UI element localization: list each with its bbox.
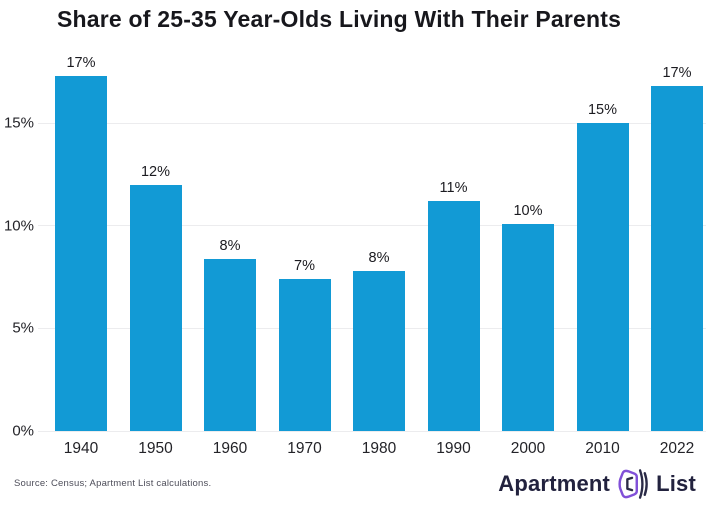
y-gridline <box>38 225 706 227</box>
y-tick-label: 10% <box>3 217 34 235</box>
x-tick-label: 1940 <box>63 440 99 457</box>
bar-2022 <box>651 86 703 431</box>
x-tick-label: 1980 <box>361 440 397 457</box>
logo-word-apartment: Apartment <box>498 471 611 496</box>
bar-1970 <box>278 279 331 431</box>
y-tick-label: 15% <box>3 114 34 132</box>
x-tick-label: 2000 <box>510 440 546 457</box>
bar-value-label: 12% <box>140 163 171 180</box>
bar-value-label: 10% <box>513 202 543 219</box>
chart-title: Share of 25-35 Year-Olds Living With The… <box>57 6 622 32</box>
bar-1950 <box>129 184 182 431</box>
apartmentlist-logo: Apartment List <box>498 464 696 504</box>
x-tick-label: 2022 <box>659 440 695 457</box>
y-tick-label: 0% <box>12 422 34 440</box>
source-note: Source: Census; Apartment List calculati… <box>14 478 212 489</box>
bar-value-label: 7% <box>294 258 315 275</box>
bar-1960 <box>204 258 256 431</box>
x-tick-label: 1960 <box>212 440 248 457</box>
logo-word-list: List <box>656 471 696 496</box>
bar-1980 <box>353 270 405 431</box>
bar-value-label: 17% <box>662 65 692 82</box>
bar-2010 <box>576 123 629 431</box>
x-tick-label: 2010 <box>585 440 620 457</box>
bar-2000 <box>502 223 554 431</box>
y-gridline <box>38 122 706 124</box>
bar-value-label: 17% <box>66 54 96 71</box>
bar-value-label: 11% <box>439 180 468 197</box>
apartmentlist-door-icon <box>617 467 649 501</box>
bar-value-label: 15% <box>587 102 618 119</box>
bar-1940 <box>55 75 107 431</box>
x-tick-label: 1990 <box>436 440 471 457</box>
y-gridline <box>38 430 706 432</box>
x-tick-label: 1970 <box>287 440 322 457</box>
bar-value-label: 8% <box>368 249 390 266</box>
x-tick-label: 1950 <box>138 440 173 457</box>
bar-1990 <box>427 201 480 431</box>
y-tick-label: 5% <box>12 319 34 337</box>
bar-value-label: 8% <box>219 237 241 254</box>
